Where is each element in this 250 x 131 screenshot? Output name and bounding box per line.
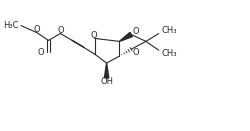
- Polygon shape: [120, 32, 132, 41]
- Text: H₃C: H₃C: [4, 21, 19, 30]
- Text: O: O: [38, 48, 44, 57]
- Polygon shape: [104, 63, 109, 78]
- Text: O: O: [132, 27, 139, 36]
- Text: O: O: [90, 31, 97, 40]
- Text: OH: OH: [100, 77, 113, 86]
- Text: O: O: [34, 25, 40, 34]
- Text: O: O: [57, 26, 64, 35]
- Text: CH₃: CH₃: [162, 26, 177, 35]
- Text: O: O: [132, 48, 139, 57]
- Text: CH₃: CH₃: [162, 49, 177, 58]
